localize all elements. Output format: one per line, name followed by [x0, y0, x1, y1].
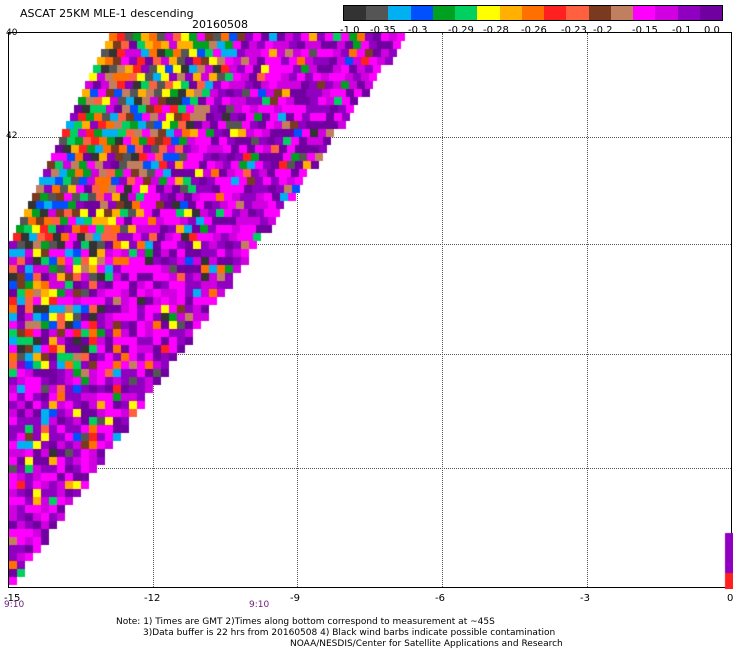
colorbar-tick-label: -0.1	[672, 25, 692, 36]
colorbar-segment	[633, 6, 656, 20]
colorbar-segment	[455, 6, 478, 20]
colorbar-segment	[521, 6, 545, 20]
colorbar-segment	[699, 6, 722, 20]
x-tick-label: -15	[4, 593, 21, 604]
colorbar-segment	[610, 6, 634, 20]
colorbar-segment	[477, 6, 500, 20]
colorbar-segment	[432, 6, 456, 20]
colorbar-segment	[388, 6, 411, 20]
colorbar-tick-label: -0.29	[448, 25, 474, 36]
colorbar-tick-label: -0.15	[632, 25, 658, 36]
colorbar-tick-label: -1.0	[340, 25, 360, 36]
colorbar-tick-label: -0.28	[483, 25, 509, 36]
map-plot-area	[8, 32, 733, 589]
colorbar-segment	[566, 6, 589, 20]
map-title: ASCAT 25KM MLE-1 descending	[20, 7, 194, 20]
colorbar-segment	[588, 6, 611, 20]
x-tick-label: -12	[144, 593, 161, 604]
x-tick-label: -9	[290, 593, 300, 604]
colorbar-tick-label: -0.23	[561, 25, 587, 36]
note-line-1: Note: 1) Times are GMT 2)Times along bot…	[116, 617, 495, 627]
x-tick-label: -3	[580, 593, 590, 604]
time-label: 9:10	[249, 600, 270, 610]
x-tick-label: -6	[435, 593, 445, 604]
colorbar-segment	[344, 6, 367, 20]
colorbar-tick-label: -0.26	[521, 25, 547, 36]
colorbar-segment	[410, 6, 433, 20]
time-label: 9:10	[4, 600, 25, 610]
note-line-3: NOAA/NESDIS/Center for Satellite Applica…	[290, 639, 563, 649]
colorbar-segment	[366, 6, 389, 20]
y-tick-label: 40	[6, 28, 18, 38]
colorbar	[343, 5, 723, 21]
colorbar-segment	[499, 6, 522, 20]
colorbar-tick-label: 0.0	[704, 25, 720, 36]
colorbar-segment	[544, 6, 567, 20]
colorbar-tick-label: -0.35	[370, 25, 396, 36]
colorbar-tick-label: -0.3	[408, 25, 428, 36]
scatterometer-swath	[9, 33, 733, 589]
colorbar-tick-label: -0.2	[593, 25, 613, 36]
y-tick-label: 42	[6, 131, 18, 141]
colorbar-segment	[677, 6, 700, 20]
x-tick-label: 0	[727, 593, 734, 604]
note-line-2: 3)Data buffer is 22 hrs from 20160508 4)…	[143, 628, 556, 638]
colorbar-segment	[655, 6, 678, 20]
map-date: 20160508	[192, 18, 248, 31]
